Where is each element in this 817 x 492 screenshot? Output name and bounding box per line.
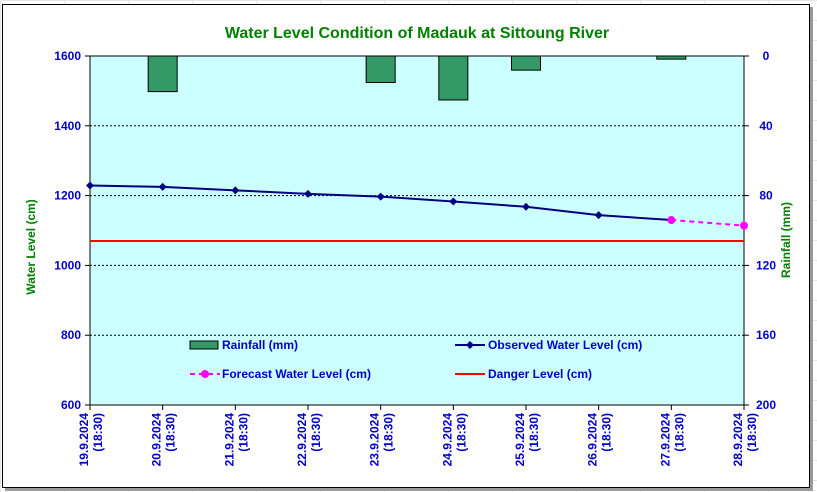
- rainfall-bar: [511, 55, 541, 71]
- left-tick-label: 1600: [54, 49, 81, 63]
- left-tick-label: 1400: [54, 119, 81, 133]
- legend-danger-label: Danger Level (cm): [488, 367, 592, 381]
- forecast-level-line: [671, 219, 745, 227]
- legend-rainfall-swatch: [189, 340, 219, 350]
- right-tick-label: 40: [759, 119, 773, 133]
- x-tick-label: 24.9.2024(18:30): [440, 413, 468, 467]
- gridlines: [90, 55, 744, 336]
- legend-forecast-label: Forecast Water Level (cm): [222, 367, 371, 381]
- observed-point: [86, 181, 94, 190]
- observed-point: [231, 186, 240, 195]
- legend-observed-label: Observed Water Level (cm): [488, 338, 642, 352]
- left-tick-label: 600: [61, 398, 81, 412]
- right-tick-label: 120: [756, 258, 776, 272]
- observed-point: [449, 197, 458, 206]
- rainfall-bar: [365, 55, 396, 84]
- right-tick-label: 160: [756, 328, 776, 342]
- x-tick-label: 22.9.2024(18:30): [295, 413, 323, 467]
- x-tick-label: 20.9.2024(18:30): [150, 413, 178, 467]
- x-tick-label: 25.9.2024(18:30): [513, 413, 541, 467]
- legend-observed-marker: [466, 341, 474, 349]
- chart-title: Water Level Condition of Madauk at Sitto…: [225, 25, 609, 42]
- left-tick-label: 1200: [54, 189, 81, 203]
- x-tick-label: 21.9.2024(18:30): [222, 413, 250, 467]
- axes: 600 800 1000 1200 1400 1600 0 40 80 120 160 200 19.9…: [54, 49, 776, 466]
- rainfall-bar: [147, 55, 178, 93]
- observed-point: [376, 192, 385, 201]
- observed-point: [522, 202, 530, 211]
- observed-point: [304, 189, 312, 198]
- legend-forecast-marker: [201, 370, 209, 378]
- rainfall-bars: [147, 55, 687, 101]
- x-tick-label: 27.9.2024(18:30): [658, 413, 686, 467]
- x-tick-label: 19.9.2024(18:30): [77, 413, 105, 467]
- left-tick-label: 800: [61, 328, 81, 342]
- left-tick-label: 1000: [54, 258, 81, 272]
- forecast-level-layer: [667, 216, 748, 230]
- right-tick-label: 0: [763, 49, 770, 63]
- right-tick-label: 80: [759, 189, 773, 203]
- x-tick-label: 28.9.2024(18:30): [731, 413, 759, 467]
- right-axis-title: Rainfall (mm): [779, 202, 793, 278]
- rainfall-bar: [438, 55, 469, 101]
- right-tick-label: 200: [756, 398, 776, 412]
- forecast-point: [667, 216, 676, 225]
- x-tick-label: 26.9.2024(18:30): [586, 413, 614, 467]
- rainfall-bar: [656, 55, 687, 60]
- observed-point: [158, 182, 167, 191]
- legend-rainfall-label: Rainfall (mm): [222, 338, 298, 352]
- legend: Rainfall (mm) Observed Water Level (cm) …: [189, 338, 642, 381]
- observed-point: [594, 211, 603, 220]
- forecast-point: [740, 221, 748, 230]
- left-axis-title: Water Level (cm): [24, 199, 38, 295]
- plot-area: [89, 55, 745, 406]
- x-tick-label: 23.9.2024(18:30): [368, 413, 396, 467]
